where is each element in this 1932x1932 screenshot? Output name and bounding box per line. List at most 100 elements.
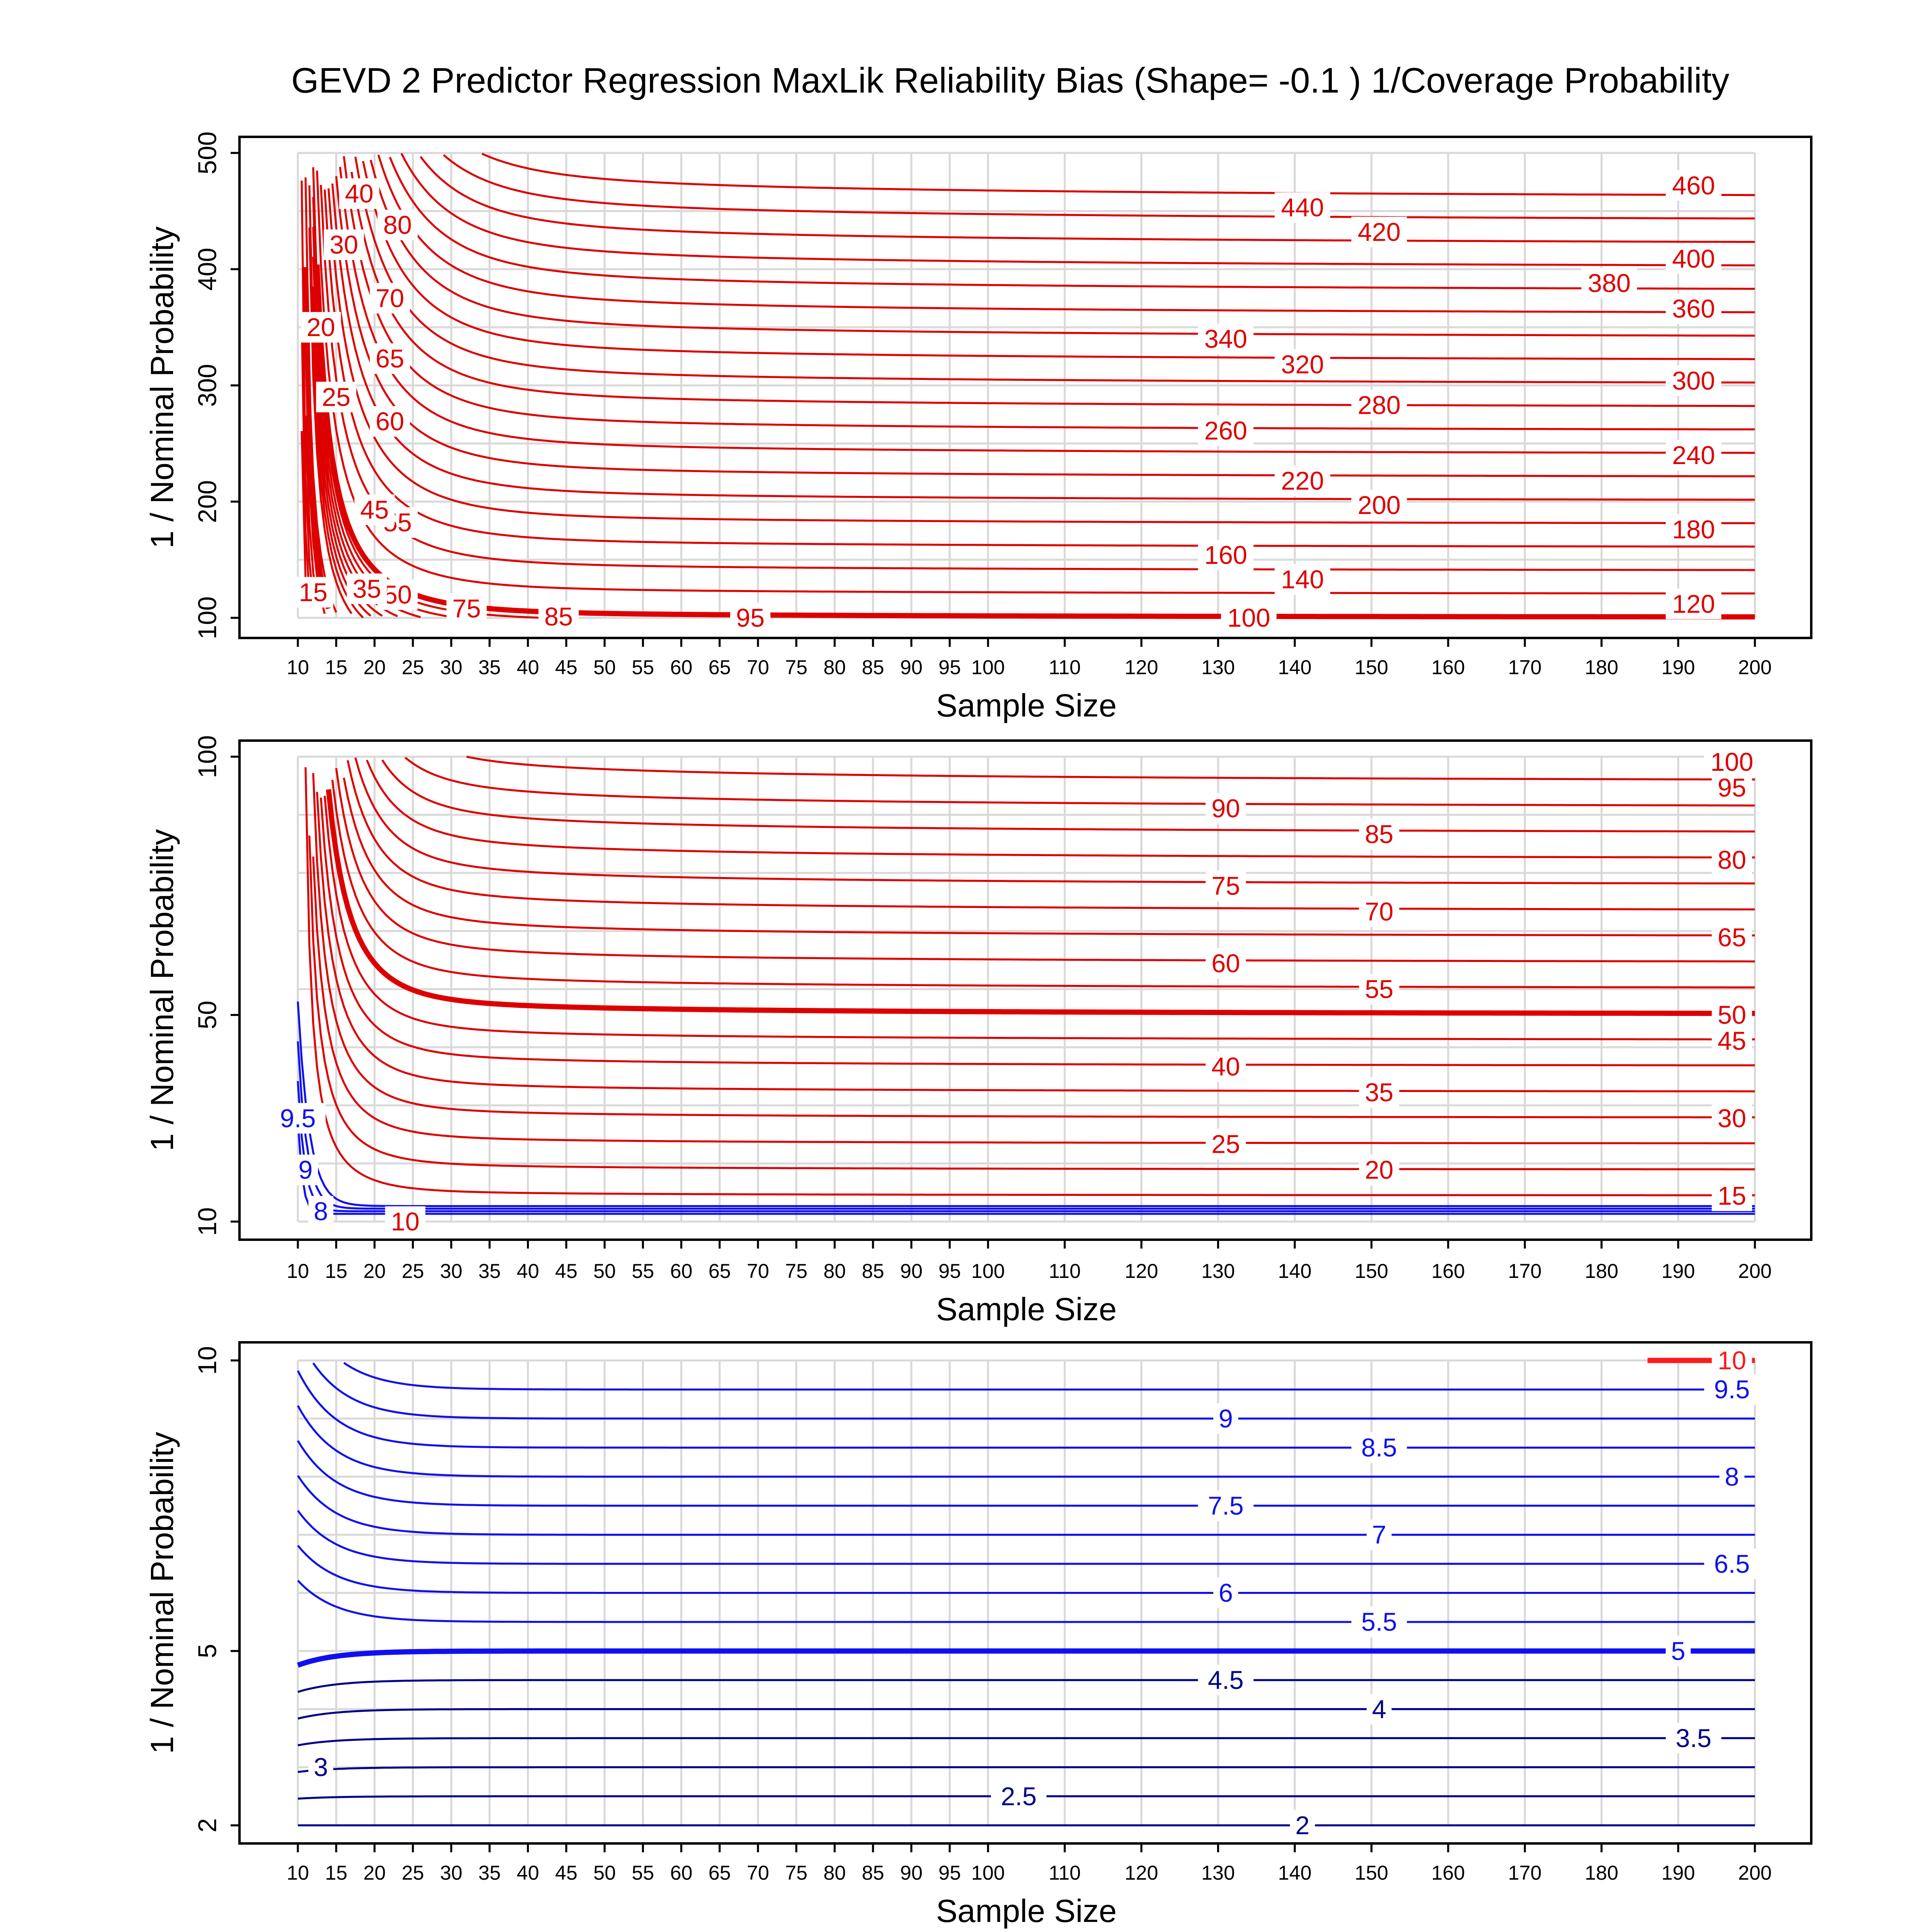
y-tick-label: 100 <box>193 597 222 640</box>
x-tick-label: 90 <box>900 1260 923 1282</box>
y-axis-label: 1 / Nominal Probability <box>144 1432 180 1754</box>
x-tick-label: 140 <box>1278 656 1311 679</box>
panel-1: 10 15 20 25 30 35 40 45 50 55 60 65 70 75 80 85 90 95 100 1… <box>144 132 1812 723</box>
y-axis-label: 1 / Nominal Probability <box>144 226 180 548</box>
panel-2: 10 15 20 25 30 35 40 45 50 55 60 65 70 75 80 85 90 95 100 1… <box>144 735 1812 1327</box>
contour-label: 50 <box>383 580 412 609</box>
contour-line <box>308 185 364 619</box>
contour-line <box>343 1362 1755 1391</box>
contour-label-bg <box>377 210 418 241</box>
x-tick-label: 80 <box>824 1862 846 1884</box>
x-tick-label: 20 <box>363 1260 386 1282</box>
contour-label-bg <box>1274 564 1330 595</box>
x-tick-label: 160 <box>1431 1862 1465 1884</box>
grid <box>297 152 1756 619</box>
contour-label: 180 <box>1672 515 1715 544</box>
contour-label: 75 <box>452 594 481 623</box>
contour-line <box>316 792 1755 1092</box>
x-tick-label: 45 <box>555 1862 578 1884</box>
contour-label-bg <box>1359 896 1399 927</box>
contour-label-bg <box>1666 365 1721 396</box>
panels: 10 15 20 25 30 35 40 45 50 55 60 65 70 75 80 85 90 95 100 1… <box>144 132 1812 1929</box>
x-tick-label: 65 <box>708 1862 731 1884</box>
contour-line <box>326 789 1755 1016</box>
contour-label-bg <box>1213 1577 1238 1608</box>
x-tick-label: 15 <box>325 1260 347 1282</box>
x-tick-label: 150 <box>1355 656 1388 679</box>
contour-label: 35 <box>353 574 381 603</box>
contour-line-low <box>297 1001 1755 1207</box>
x-tick-label: 200 <box>1738 656 1771 679</box>
chart-title: GEVD 2 Predictor Regression MaxLik Relia… <box>291 60 1730 100</box>
x-tick-label: 130 <box>1201 656 1235 679</box>
plot-frame <box>238 136 1812 639</box>
contour-line <box>369 159 1755 337</box>
contour-label: 70 <box>1365 897 1393 926</box>
contour-label-bg <box>1704 746 1760 777</box>
y-tick-label: 10 <box>193 1207 222 1236</box>
contour-label-bg <box>293 577 334 608</box>
x-tick-label: 110 <box>1049 656 1081 679</box>
contour-label-bg <box>1205 1129 1246 1160</box>
contour-line <box>331 183 1755 501</box>
contour-label-bg <box>1198 1665 1254 1696</box>
x-tick-label: 190 <box>1662 1260 1695 1282</box>
contour-line <box>389 157 1755 290</box>
contour-label: 20 <box>1365 1156 1393 1185</box>
contour-line <box>297 1510 1755 1565</box>
contour-label-bg <box>369 343 410 374</box>
contour-label-bg <box>270 1103 326 1134</box>
contour-label: 8.5 <box>1361 1433 1397 1462</box>
contour-label: 10 <box>1717 1346 1746 1375</box>
contour-label-bg <box>316 382 357 413</box>
contour-label-bg <box>1366 1694 1392 1725</box>
x-tick-label: 150 <box>1355 1862 1388 1884</box>
contour-label-bg <box>347 573 387 604</box>
x-tick-label: 180 <box>1585 656 1618 679</box>
contour-label: 20 <box>307 313 335 342</box>
x-tick-label: 10 <box>287 656 309 679</box>
contour-line <box>297 1440 1755 1507</box>
contour-label-bg <box>1711 999 1752 1030</box>
x-axis-label: Sample Size <box>936 1291 1117 1327</box>
x-tick-label: 60 <box>670 1862 693 1884</box>
x-tick-label: 25 <box>402 1260 424 1282</box>
contour-line <box>297 1405 1755 1478</box>
contour-label-bg <box>339 178 380 209</box>
contour-line <box>335 176 1755 477</box>
contour-label-bg <box>1351 1432 1407 1463</box>
contour-label: 85 <box>1365 820 1393 849</box>
contour-label-bg <box>1666 243 1721 274</box>
contour-label: 380 <box>1588 268 1631 297</box>
contour-label-bg <box>1666 1723 1721 1754</box>
x-axis-label: Sample Size <box>936 1893 1117 1929</box>
contour-line-low <box>297 1121 1755 1215</box>
contour-line <box>324 189 1755 548</box>
panel-3: 10 15 20 25 30 35 40 45 50 55 60 65 70 75 80 85 90 95 100 1… <box>144 1341 1812 1929</box>
contour-label: 3 <box>314 1753 328 1782</box>
y-axis-label: 1 / Nominal Probability <box>144 829 180 1151</box>
x-tick-label: 120 <box>1125 1862 1158 1884</box>
x-tick-label: 10 <box>287 1260 309 1282</box>
y-tick-label: 100 <box>193 735 222 778</box>
contour-label-bg <box>369 406 410 437</box>
x-tick-label: 130 <box>1201 1260 1235 1282</box>
x-tick-label: 30 <box>440 1862 462 1884</box>
x-tick-label: 45 <box>555 1260 578 1282</box>
contour-line <box>304 767 1755 1197</box>
contour-label: 8 <box>1725 1462 1739 1491</box>
x-tick-label: 170 <box>1508 1862 1542 1884</box>
contour-line <box>312 316 372 617</box>
contour-label: 75 <box>1212 871 1240 900</box>
contour-line <box>297 1648 1755 1668</box>
contour-label-bg <box>1666 440 1721 471</box>
x-ticks: 10 15 20 25 30 35 40 45 50 55 60 65 70 75 80 85 90 95 100 1… <box>287 1843 1772 1884</box>
contour-label: 2 <box>1295 1811 1310 1840</box>
contour-line <box>405 757 1755 807</box>
contour-line <box>354 157 1755 384</box>
contour-line <box>316 170 1755 594</box>
contour-label: 15 <box>299 578 328 607</box>
contour-label: 30 <box>1717 1104 1746 1133</box>
contour-line <box>343 777 1755 937</box>
x-tick-label: 170 <box>1508 656 1542 679</box>
